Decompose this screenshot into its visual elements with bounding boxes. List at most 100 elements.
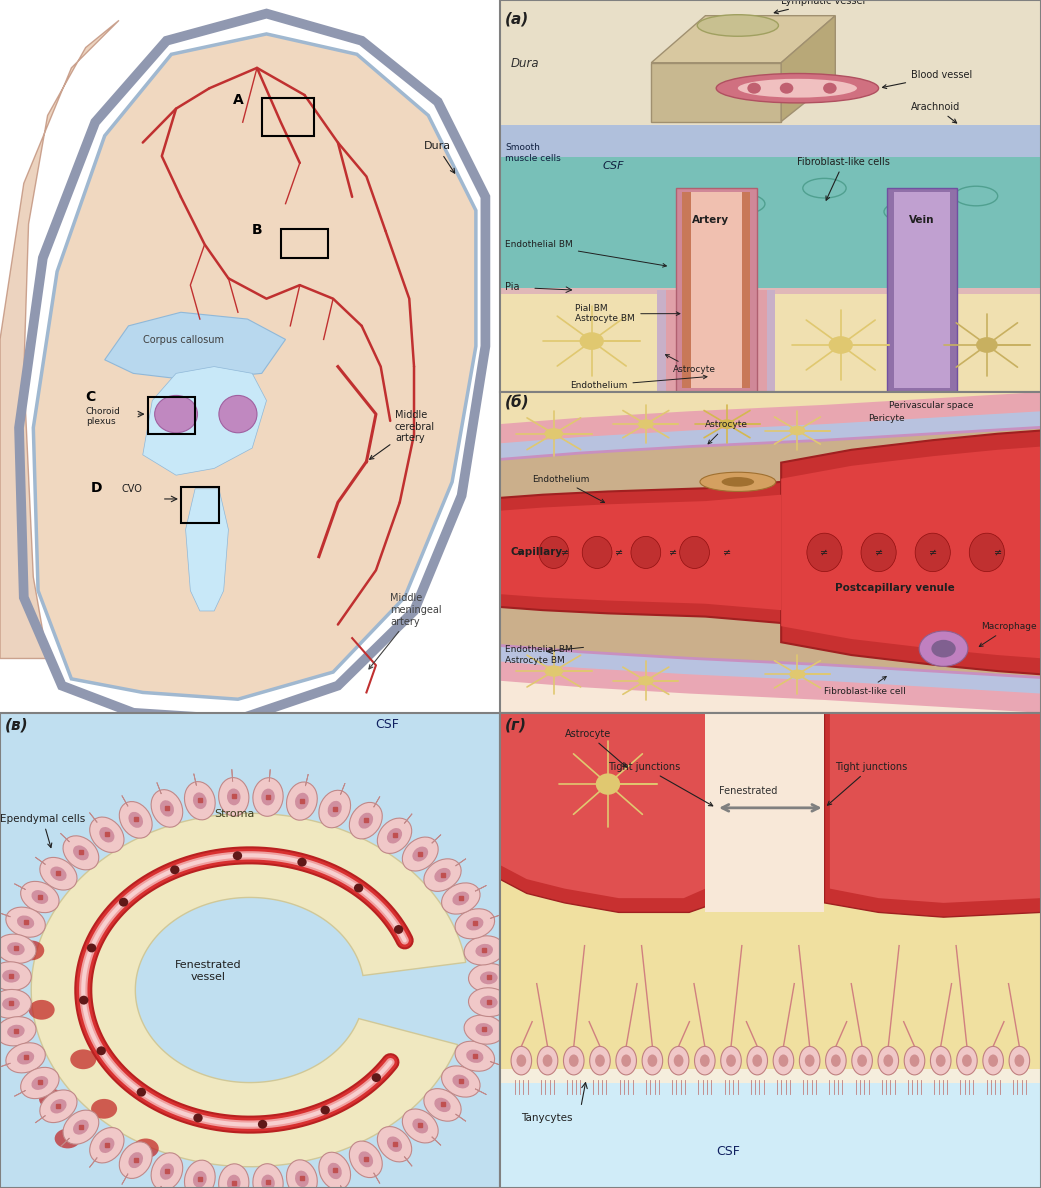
Ellipse shape <box>0 934 36 963</box>
Ellipse shape <box>468 987 509 1017</box>
Ellipse shape <box>7 1025 25 1038</box>
Polygon shape <box>781 447 1041 658</box>
Ellipse shape <box>805 1055 814 1067</box>
Ellipse shape <box>295 792 309 809</box>
Text: Postcapillary venule: Postcapillary venule <box>835 583 955 593</box>
Polygon shape <box>143 367 266 475</box>
Ellipse shape <box>697 14 779 37</box>
Ellipse shape <box>321 1106 330 1114</box>
Text: Perivascular space: Perivascular space <box>889 402 974 410</box>
Text: ≠: ≠ <box>874 548 883 557</box>
Polygon shape <box>500 411 1041 694</box>
Text: Tanycytes: Tanycytes <box>522 1113 573 1124</box>
Ellipse shape <box>434 1098 451 1112</box>
Polygon shape <box>31 814 465 1167</box>
Ellipse shape <box>884 1055 893 1067</box>
Ellipse shape <box>780 83 793 94</box>
Ellipse shape <box>544 665 563 677</box>
Ellipse shape <box>170 865 179 874</box>
Ellipse shape <box>40 858 77 890</box>
Ellipse shape <box>160 1163 174 1180</box>
Ellipse shape <box>99 827 115 842</box>
Ellipse shape <box>919 631 968 666</box>
Text: Middle
cerebral
artery: Middle cerebral artery <box>370 410 435 460</box>
Ellipse shape <box>2 998 20 1010</box>
Ellipse shape <box>261 1175 275 1188</box>
Ellipse shape <box>595 773 620 795</box>
Ellipse shape <box>621 1055 631 1067</box>
Ellipse shape <box>412 1118 428 1133</box>
Text: Lymphatic vessel: Lymphatic vessel <box>775 0 865 14</box>
Ellipse shape <box>466 917 483 930</box>
Ellipse shape <box>73 1119 88 1135</box>
Ellipse shape <box>779 1055 788 1067</box>
Ellipse shape <box>258 1120 268 1129</box>
Ellipse shape <box>17 1051 34 1064</box>
Ellipse shape <box>319 1152 351 1188</box>
Ellipse shape <box>642 1047 663 1075</box>
Ellipse shape <box>719 419 735 429</box>
Polygon shape <box>500 713 716 912</box>
Ellipse shape <box>286 782 318 820</box>
Ellipse shape <box>453 1075 469 1088</box>
Polygon shape <box>652 15 835 63</box>
FancyBboxPatch shape <box>666 290 676 392</box>
Text: ≠: ≠ <box>614 548 623 557</box>
Ellipse shape <box>580 333 604 350</box>
Text: Fibroblast-like cells: Fibroblast-like cells <box>797 157 890 201</box>
Ellipse shape <box>21 881 59 912</box>
Polygon shape <box>652 63 781 121</box>
FancyBboxPatch shape <box>500 713 1041 1188</box>
Ellipse shape <box>136 1088 146 1097</box>
Ellipse shape <box>424 859 461 891</box>
FancyBboxPatch shape <box>894 192 949 388</box>
Ellipse shape <box>962 1055 972 1067</box>
Ellipse shape <box>31 1076 48 1089</box>
Text: Dura: Dura <box>510 57 539 70</box>
Ellipse shape <box>424 1088 461 1121</box>
Text: Tight junctions: Tight junctions <box>828 762 908 805</box>
FancyBboxPatch shape <box>500 290 1041 392</box>
Ellipse shape <box>434 868 451 883</box>
Ellipse shape <box>861 533 896 571</box>
Ellipse shape <box>464 936 504 965</box>
Text: Endothelial BM: Endothelial BM <box>505 240 666 267</box>
Ellipse shape <box>668 1047 689 1075</box>
FancyBboxPatch shape <box>682 192 751 388</box>
Ellipse shape <box>79 996 88 1005</box>
Ellipse shape <box>674 1055 684 1067</box>
Ellipse shape <box>319 790 351 828</box>
Text: Arachnoid: Arachnoid <box>911 102 961 124</box>
Ellipse shape <box>738 78 857 97</box>
FancyBboxPatch shape <box>500 157 1041 290</box>
Ellipse shape <box>568 1055 579 1067</box>
Ellipse shape <box>0 1017 36 1045</box>
Ellipse shape <box>328 801 341 817</box>
Ellipse shape <box>6 908 46 937</box>
Ellipse shape <box>694 1047 715 1075</box>
Text: ≠: ≠ <box>560 548 568 557</box>
Text: Stroma: Stroma <box>214 809 254 819</box>
Ellipse shape <box>31 890 48 904</box>
Text: Smooth
muscle cells: Smooth muscle cells <box>505 144 561 163</box>
Ellipse shape <box>194 1113 203 1123</box>
Polygon shape <box>105 312 285 380</box>
Text: Tight junctions: Tight junctions <box>608 762 713 805</box>
FancyBboxPatch shape <box>766 290 776 392</box>
Ellipse shape <box>227 1175 240 1188</box>
Ellipse shape <box>233 852 243 860</box>
Ellipse shape <box>721 478 754 487</box>
Polygon shape <box>781 15 835 121</box>
FancyBboxPatch shape <box>887 188 957 392</box>
Ellipse shape <box>286 1159 318 1188</box>
Ellipse shape <box>595 1055 605 1067</box>
Ellipse shape <box>128 811 143 828</box>
Ellipse shape <box>826 1047 846 1075</box>
Ellipse shape <box>1015 1055 1024 1067</box>
Text: (в): (в) <box>5 718 28 733</box>
Ellipse shape <box>480 996 498 1009</box>
Ellipse shape <box>932 640 956 657</box>
Polygon shape <box>33 34 476 700</box>
Ellipse shape <box>219 396 257 432</box>
Ellipse shape <box>589 1047 610 1075</box>
